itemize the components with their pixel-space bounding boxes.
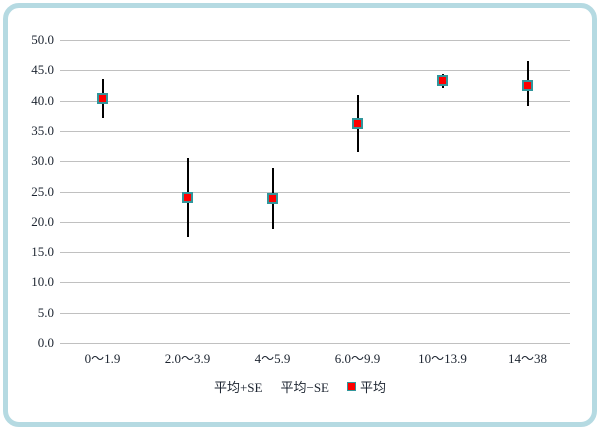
- y-tick-label: 25.0: [31, 183, 54, 199]
- gridline: [60, 161, 570, 163]
- gridline: [60, 282, 570, 284]
- x-tick-label: 10～13.9: [418, 351, 467, 366]
- x-tick-label: 6.0～9.9: [334, 351, 381, 366]
- legend-item: 平均: [347, 377, 386, 396]
- gridline: [60, 312, 570, 314]
- legend-label: 平均+SE: [213, 379, 263, 395]
- x-tick-label: 0～1.9: [84, 351, 121, 366]
- legend-item: 平均+SE: [214, 377, 263, 396]
- y-tick-label: 0.0: [37, 335, 54, 350]
- gridline: [60, 221, 570, 223]
- y-tick-label: 30.0: [31, 153, 54, 169]
- gridline: [60, 191, 570, 193]
- mean-marker: [182, 192, 193, 204]
- gridline: [60, 343, 570, 344]
- gridline: [60, 100, 570, 102]
- gridline: [60, 252, 570, 254]
- mean-marker: [522, 79, 533, 91]
- gridline: [60, 130, 570, 132]
- mean-marker: [437, 75, 448, 87]
- mean-marker: [267, 193, 278, 205]
- x-tick-label: 4～5.9: [254, 351, 291, 366]
- mean-marker: [97, 92, 108, 104]
- legend-label: 平均: [360, 379, 387, 395]
- chart-frame: [3, 3, 597, 427]
- y-tick-label: 40.0: [31, 92, 54, 108]
- gridline: [60, 70, 570, 72]
- legend-item: 平均−SE: [280, 377, 329, 396]
- y-tick-label: 5.0: [37, 304, 54, 320]
- y-tick-label: 35.0: [31, 122, 54, 138]
- mean-marker: [352, 118, 363, 130]
- y-tick-label: 15.0: [31, 244, 54, 260]
- plot-area: [60, 40, 570, 344]
- x-tick-label: 14～38: [507, 351, 547, 366]
- x-tick-label: 2.0～3.9: [164, 351, 211, 366]
- gridline: [60, 40, 570, 41]
- y-tick-label: 50.0: [31, 32, 54, 47]
- legend: 平均+SE 平均−SE 平均: [0, 377, 600, 395]
- legend-label: 平均−SE: [280, 379, 329, 395]
- y-tick-label: 45.0: [31, 62, 54, 78]
- y-tick-label: 10.0: [31, 274, 54, 290]
- y-tick-label: 20.0: [31, 213, 54, 229]
- legend-marker-icon: [347, 381, 356, 391]
